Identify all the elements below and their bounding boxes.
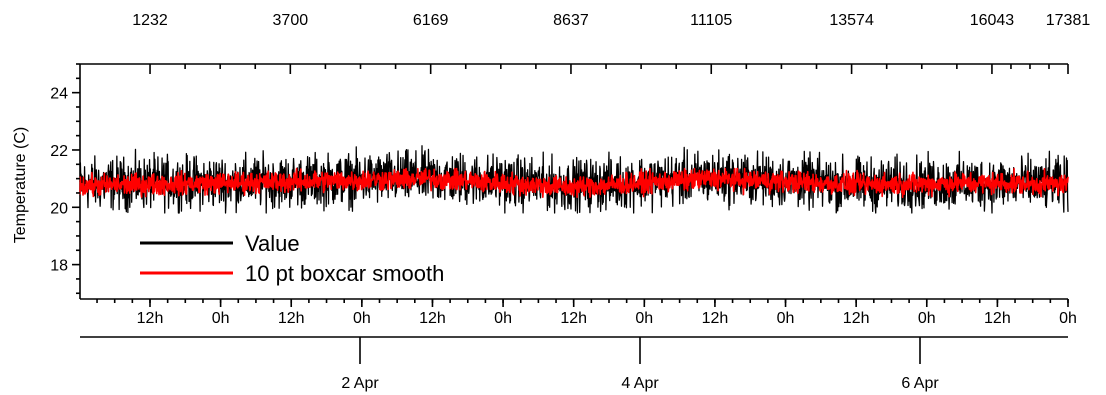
date-tick-label: 6 Apr bbox=[901, 375, 939, 392]
y-tick-label: 22 bbox=[50, 143, 68, 160]
top-tick-label: 3700 bbox=[273, 12, 309, 29]
series-layer bbox=[79, 145, 1069, 214]
hour-tick-label: 12h bbox=[702, 310, 729, 327]
hour-tick-label: 12h bbox=[278, 310, 305, 327]
y-axis-title: Temperature (C) bbox=[12, 127, 29, 243]
legend: Value 10 pt boxcar smooth bbox=[140, 231, 444, 286]
hour-tick-label: 0h bbox=[353, 310, 371, 327]
date-tick-label: 4 Apr bbox=[621, 375, 659, 392]
hour-tick-label: 0h bbox=[918, 310, 936, 327]
ticks-layer bbox=[72, 63, 1069, 364]
y-tick-label: 24 bbox=[50, 86, 68, 103]
date-tick-label: 2 Apr bbox=[341, 375, 379, 392]
legend-label-smooth: 10 pt boxcar smooth bbox=[245, 261, 444, 286]
top-tick-label: 1232 bbox=[132, 12, 168, 29]
hour-tick-label: 12h bbox=[560, 310, 587, 327]
hour-tick-label: 0h bbox=[494, 310, 512, 327]
top-tick-label: 6169 bbox=[413, 12, 449, 29]
top-tick-label: 13574 bbox=[829, 12, 874, 29]
top-tick-label: 17381 bbox=[1046, 12, 1091, 29]
hour-tick-label: 0h bbox=[635, 310, 653, 327]
labels-layer: 18 20 22 24 1232 3700 6169 8637 11105 13574 16043 1… bbox=[50, 12, 1090, 392]
hour-tick-label: 12h bbox=[843, 310, 870, 327]
hour-tick-label: 12h bbox=[137, 310, 164, 327]
hour-tick-label: 0h bbox=[212, 310, 230, 327]
hour-tick-label: 0h bbox=[1059, 310, 1077, 327]
series-line-smooth bbox=[79, 167, 1069, 199]
top-tick-label: 16043 bbox=[970, 12, 1015, 29]
legend-label-value: Value bbox=[245, 231, 300, 256]
hour-tick-label: 0h bbox=[777, 310, 795, 327]
y-tick-label: 20 bbox=[50, 200, 68, 217]
series-line-value bbox=[79, 145, 1069, 214]
top-tick-label: 8637 bbox=[553, 12, 589, 29]
hour-tick-label: 12h bbox=[419, 310, 446, 327]
hour-tick-label: 12h bbox=[984, 310, 1011, 327]
top-tick-label: 11105 bbox=[690, 12, 732, 29]
y-tick-label: 18 bbox=[50, 258, 68, 275]
